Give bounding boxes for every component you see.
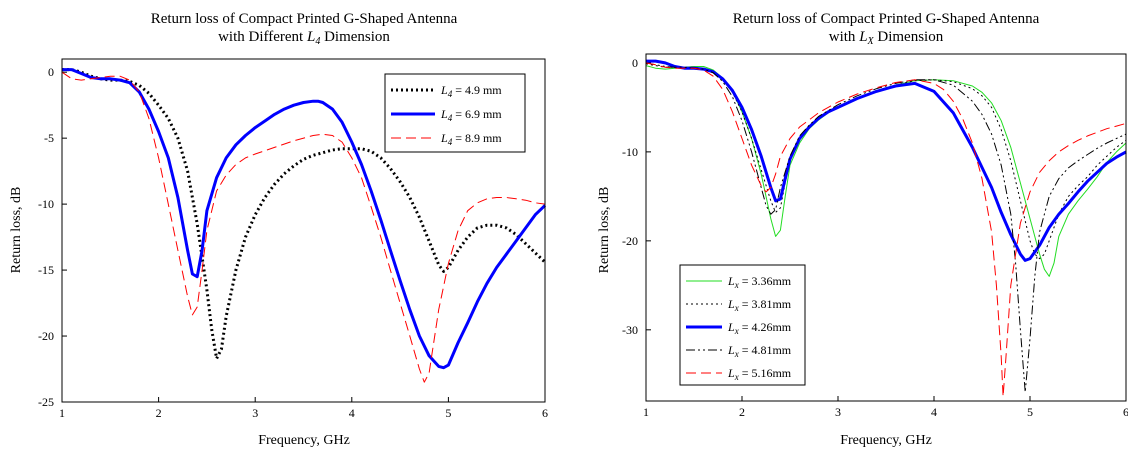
chart-right-xlabel: Frequency, GHz — [840, 433, 932, 448]
x-tick-label: 4 — [931, 405, 937, 419]
series-line — [645, 62, 1127, 393]
legend-label: Lx = 5.16mm — [727, 366, 792, 382]
x-tick-label: 3 — [835, 405, 841, 419]
y-tick-label: -20 — [38, 329, 54, 343]
chart-right-title-line1: Return loss of Compact Printed G-Shaped … — [733, 11, 1040, 27]
x-tick-label: 5 — [445, 406, 451, 420]
series-line — [61, 71, 546, 383]
chart-left-legend: L4 = 4.9 mm L4 = 6.9 mm L4 = 8.9 mm — [384, 73, 526, 153]
x-tick-label: 5 — [1027, 405, 1033, 419]
y-tick-label: -10 — [38, 197, 54, 211]
chart-right-ylabel: Return loss, dB — [597, 187, 612, 274]
chart-left-ylabel: Return loss, dB — [9, 187, 24, 274]
legend-label: Lx = 3.36mm — [727, 274, 792, 290]
y-tick-label: 0 — [632, 56, 638, 70]
legend-label: L4 = 6.9 mm — [440, 107, 502, 123]
chart-right-ticks: 1 2 3 4 5 6 0 -10 -20 -30 — [622, 56, 1128, 419]
x-tick-label: 2 — [739, 405, 745, 419]
chart-right-legend: Lx = 3.36mm Lx = 3.81mm Lx = 4.26mm Lx = 4.… — [679, 264, 806, 386]
x-tick-label: 3 — [252, 406, 258, 420]
x-tick-label: 1 — [59, 406, 65, 420]
legend-label: Lx = 3.81mm — [727, 297, 792, 313]
series-line — [62, 68, 547, 360]
chart-left: Return loss of Compact Printed G-Shaped … — [9, 11, 548, 448]
x-tick-label: 6 — [542, 406, 548, 420]
series-line — [645, 63, 1127, 260]
chart-left-plot-frame — [61, 58, 546, 403]
legend-label: Lx = 4.81mm — [727, 343, 792, 359]
chart-left-title-line1: Return loss of Compact Printed G-Shaped … — [151, 11, 458, 27]
y-tick-label: -25 — [38, 395, 54, 409]
y-tick-label: -10 — [622, 145, 638, 159]
x-tick-label: 2 — [156, 406, 162, 420]
series-line — [646, 59, 1127, 262]
x-tick-label: 4 — [349, 406, 355, 420]
chart-right-legend-box — [679, 264, 806, 386]
y-tick-label: -5 — [44, 131, 54, 145]
legend-label: L4 = 8.9 mm — [440, 131, 502, 147]
legend-label: Lx = 4.26mm — [727, 320, 792, 336]
chart-right-series — [645, 59, 1127, 398]
series-line — [645, 62, 1127, 398]
chart-left-series — [61, 68, 547, 383]
y-tick-label: -20 — [622, 234, 638, 248]
series-line — [645, 65, 1127, 277]
chart-left-ticks: 1 2 3 4 5 6 0 -5 -10 -15 -20 -25 — [38, 65, 548, 420]
chart-right-title-line2: with LX Dimension — [829, 29, 944, 47]
chart-left-title-line2: with Different L4 Dimension — [218, 29, 390, 47]
legend-label: L4 = 4.9 mm — [440, 83, 502, 99]
x-tick-label: 1 — [643, 405, 649, 419]
y-tick-label: -15 — [38, 263, 54, 277]
x-tick-label: 6 — [1123, 405, 1128, 419]
chart-right-plot-frame — [645, 53, 1127, 402]
y-tick-label: 0 — [48, 65, 54, 79]
chart-right: Return loss of Compact Printed G-Shaped … — [597, 11, 1128, 448]
series-line — [62, 68, 547, 370]
chart-left-xlabel: Frequency, GHz — [258, 433, 350, 448]
y-tick-label: -30 — [622, 323, 638, 337]
